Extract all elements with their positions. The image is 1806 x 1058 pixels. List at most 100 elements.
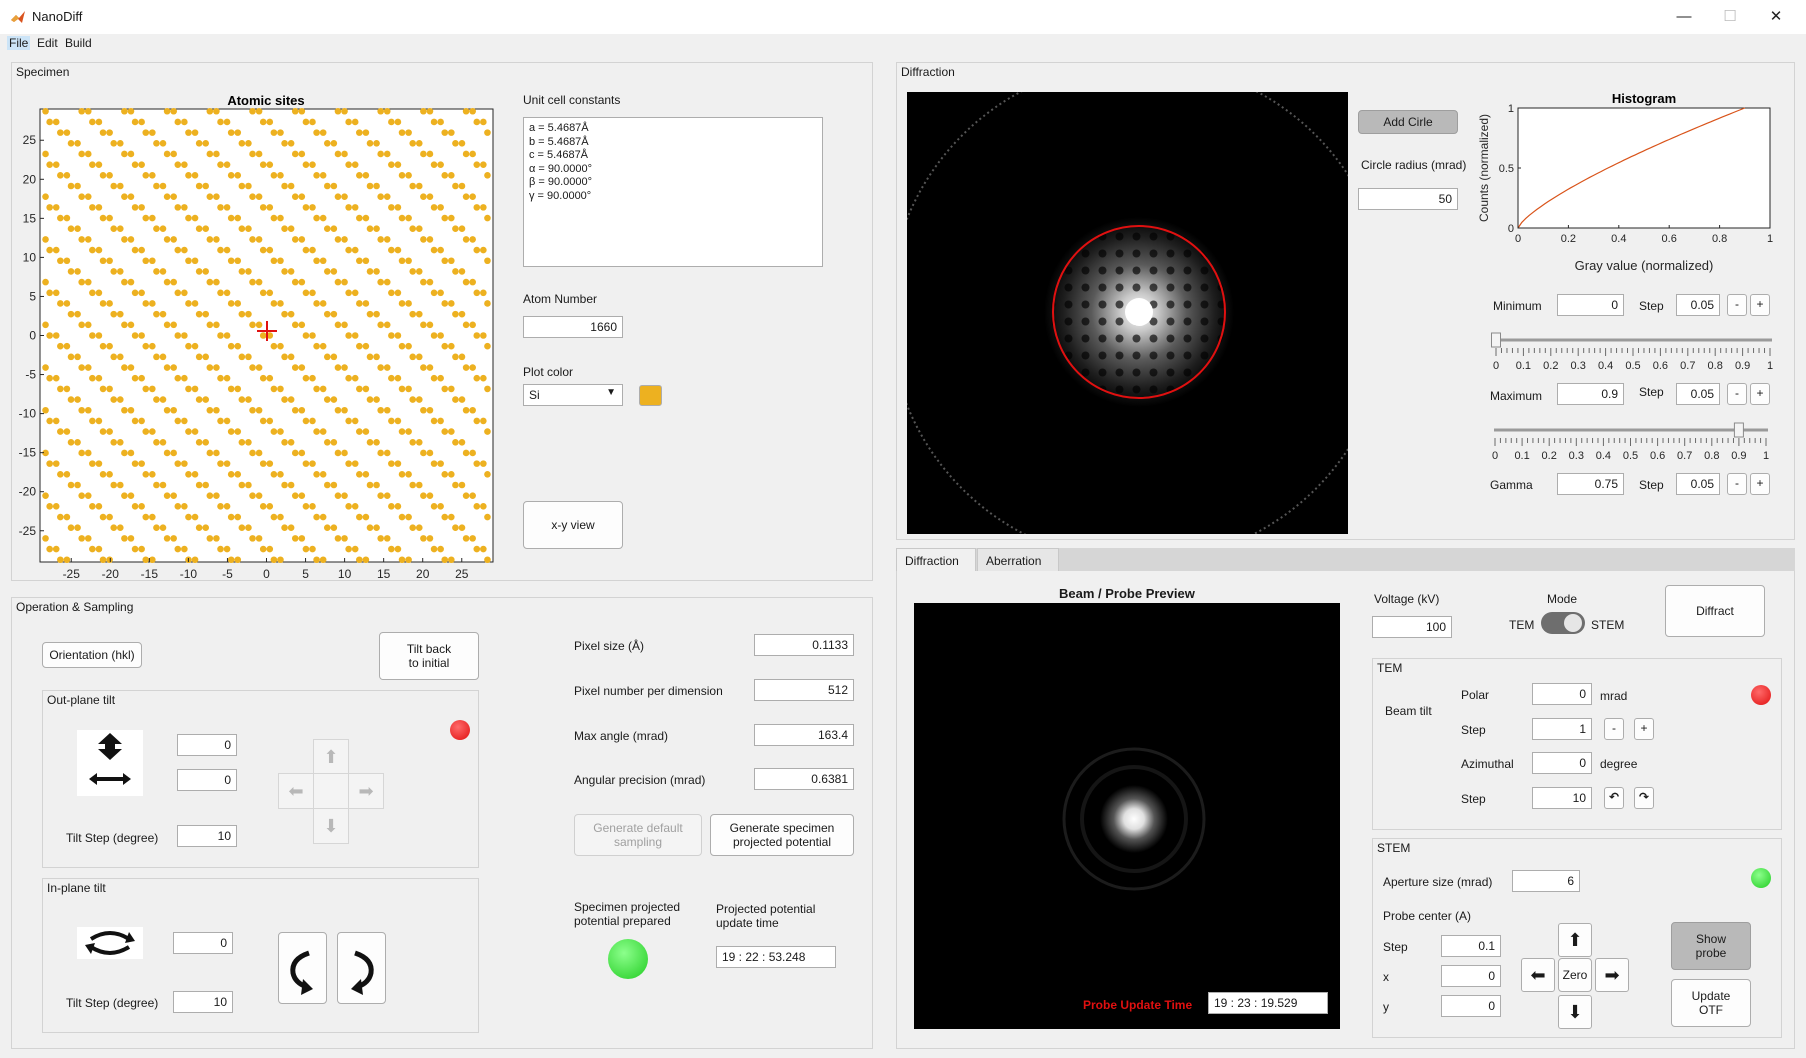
outplane-value2-field[interactable]: 0 xyxy=(177,769,237,791)
orientation-hkl-button[interactable]: Orientation (hkl) xyxy=(42,642,142,668)
polar-decrement-button[interactable]: - xyxy=(1604,718,1624,740)
histogram-xticks: 0 0.2 0.4 0.6 0.8 1 xyxy=(1515,225,1773,245)
add-circle-button[interactable]: Add Cirle xyxy=(1358,110,1458,134)
aperture-size-field[interactable]: 6 xyxy=(1512,870,1580,892)
diffraction-pattern-image[interactable] xyxy=(907,92,1348,534)
minimum-field[interactable]: 0 xyxy=(1557,294,1624,316)
probe-step-field[interactable]: 0.1 xyxy=(1441,935,1501,957)
atom-number-field[interactable]: 1660 xyxy=(523,316,623,338)
atom-site xyxy=(356,129,363,136)
menu-file[interactable]: File xyxy=(7,36,31,50)
outplane-value1-field[interactable]: 0 xyxy=(177,734,237,756)
atomic-sites-plot[interactable]: Atomic sites -25 -20 -15 -10 -5 0 5 10 15 20 25 25… xyxy=(14,88,504,578)
atom-site xyxy=(84,107,92,115)
tilt-back-button[interactable]: Tilt back to initial xyxy=(379,632,479,680)
atom-site xyxy=(480,118,487,126)
atom-site xyxy=(270,471,278,478)
atom-site xyxy=(255,535,263,542)
angular-precision-field[interactable]: 0.6381 xyxy=(754,768,854,790)
minimize-button[interactable]: — xyxy=(1676,8,1692,25)
inplane-value-field[interactable]: 0 xyxy=(173,932,233,954)
show-probe-button[interactable]: Show probe xyxy=(1671,922,1751,970)
circle-radius-field[interactable]: 50 xyxy=(1358,188,1458,210)
plot-color-dropdown[interactable]: Si ▼ xyxy=(523,384,623,406)
menu-build[interactable]: Build xyxy=(65,36,92,50)
tilt-up-button[interactable]: ⬆ xyxy=(313,739,349,775)
voltage-field[interactable]: 100 xyxy=(1372,616,1452,638)
atom-site xyxy=(405,513,412,521)
beam-probe-preview-image[interactable] xyxy=(914,603,1340,1029)
update-otf-button[interactable]: Update OTF xyxy=(1671,979,1751,1027)
diffract-button[interactable]: Diffract xyxy=(1665,585,1765,637)
maximum-field[interactable]: 0.9 xyxy=(1557,383,1624,405)
tilt-left-button[interactable]: ⬅ xyxy=(278,773,314,809)
azimuthal-field[interactable]: 0 xyxy=(1532,752,1592,774)
maximize-button[interactable]: ☐ xyxy=(1723,8,1737,25)
tab-diffraction[interactable]: Diffraction xyxy=(896,548,976,572)
max-increment-button[interactable]: + xyxy=(1750,383,1770,405)
azimuthal-step-field[interactable]: 10 xyxy=(1532,787,1592,809)
gamma-step-field[interactable]: 0.05 xyxy=(1676,473,1720,495)
plot-color-swatch[interactable] xyxy=(639,385,662,406)
probe-zero-button[interactable]: Zero xyxy=(1558,958,1592,992)
probe-x-field[interactable]: 0 xyxy=(1441,965,1501,987)
mode-toggle[interactable] xyxy=(1541,612,1585,634)
outplane-status-lamp xyxy=(450,720,470,740)
polar-increment-button[interactable]: + xyxy=(1634,718,1654,740)
pixel-size-field[interactable]: 0.1133 xyxy=(754,634,854,656)
max-step-field[interactable]: 0.05 xyxy=(1676,383,1720,405)
tilt-center-button[interactable] xyxy=(313,773,349,809)
tilt-down-button[interactable]: ⬇ xyxy=(313,808,349,844)
menu-edit[interactable]: Edit xyxy=(37,36,58,50)
atom-site xyxy=(255,406,263,414)
menu-bar xyxy=(0,34,1806,54)
rotate-cw-button[interactable] xyxy=(337,932,386,1004)
probe-down-button[interactable]: ⬇ xyxy=(1558,995,1592,1029)
atom-site xyxy=(480,503,487,510)
atom-site xyxy=(191,300,199,307)
generate-default-sampling-button[interactable]: Generate default sampling xyxy=(574,814,702,856)
tab-aberration[interactable]: Aberration xyxy=(977,548,1059,572)
probe-y-field[interactable]: 0 xyxy=(1441,995,1501,1017)
probe-update-time-field[interactable]: 19 : 23 : 19.529 xyxy=(1208,992,1328,1014)
atom-site xyxy=(452,396,459,403)
potential-time-field[interactable]: 19 : 22 : 53.248 xyxy=(716,946,836,968)
atom-site xyxy=(259,545,267,553)
generate-specimen-potential-button[interactable]: Generate specimen projected potential xyxy=(710,814,854,856)
atom-site xyxy=(95,332,103,339)
polar-step-field[interactable]: 1 xyxy=(1532,718,1592,740)
azimuthal-cw-button[interactable]: ↷ xyxy=(1634,787,1654,809)
rotate-ccw-button[interactable] xyxy=(278,932,327,1004)
gamma-field[interactable]: 0.75 xyxy=(1557,473,1624,495)
probe-left-button[interactable]: ⬅ xyxy=(1521,958,1555,992)
max-angle-field[interactable]: 163.4 xyxy=(754,724,854,746)
close-button[interactable]: ✕ xyxy=(1769,8,1783,25)
atom-site xyxy=(383,321,391,329)
xy-view-button[interactable]: x-y view xyxy=(523,501,623,549)
outplane-tilt-step-field[interactable]: 10 xyxy=(177,825,237,847)
unit-cell-textbox[interactable]: a = 5.4687Å b = 5.4687Å c = 5.4687Å α = … xyxy=(523,117,823,267)
atom-site xyxy=(448,257,455,265)
pixel-number-field[interactable]: 512 xyxy=(754,679,854,701)
tilt-right-button[interactable]: ➡ xyxy=(348,773,384,809)
max-decrement-button[interactable]: - xyxy=(1727,383,1747,405)
min-decrement-button[interactable]: - xyxy=(1727,294,1747,316)
maximum-slider[interactable]: 0 0.1 0.2 0.3 0.4 0.5 0.6 0.7 0.8 0.9 1 xyxy=(1486,418,1788,464)
atom-site xyxy=(430,161,438,168)
minimum-slider-thumb[interactable] xyxy=(1491,332,1501,348)
gamma-increment-button[interactable]: + xyxy=(1750,473,1770,495)
probe-up-button[interactable]: ⬆ xyxy=(1558,923,1592,957)
minimum-slider[interactable]: 0 0.1 0.2 0.3 0.4 0.5 0.6 0.7 0.8 0.9 1 xyxy=(1486,328,1788,374)
slider-tick-label: 0.8 xyxy=(1708,360,1723,372)
probe-right-button[interactable]: ➡ xyxy=(1595,958,1629,992)
histogram-plot[interactable]: Histogram 0 0.2 0.4 0.6 0.8 1 10.50 Gray valu… xyxy=(1470,88,1790,278)
maximum-slider-thumb[interactable] xyxy=(1733,422,1744,438)
atom-site xyxy=(89,161,96,168)
inplane-tilt-step-field[interactable]: 10 xyxy=(173,991,233,1013)
min-step-field[interactable]: 0.05 xyxy=(1676,294,1720,316)
gamma-decrement-button[interactable]: - xyxy=(1727,473,1747,495)
slider-tick-label: 0.7 xyxy=(1680,360,1695,372)
min-increment-button[interactable]: + xyxy=(1750,294,1770,316)
polar-field[interactable]: 0 xyxy=(1532,683,1592,705)
azimuthal-ccw-button[interactable]: ↶ xyxy=(1604,787,1624,809)
